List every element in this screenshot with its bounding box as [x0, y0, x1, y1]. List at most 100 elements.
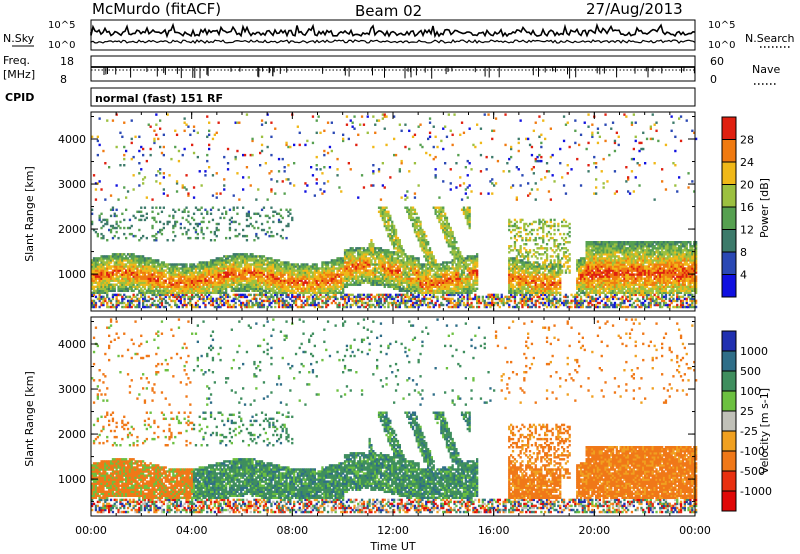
power-cell: [385, 269, 388, 272]
power-cell: [396, 236, 400, 240]
power-cell: [408, 170, 411, 173]
power-cell: [143, 277, 147, 280]
power-cell: [417, 216, 420, 220]
power-cell: [247, 299, 250, 303]
power-cell: [389, 253, 392, 256]
power-cell: [413, 220, 417, 224]
power-cell: [92, 285, 96, 289]
power-cell: [175, 180, 179, 183]
power-cell: [353, 277, 356, 280]
power-cell: [272, 291, 275, 295]
power-cell: [234, 263, 237, 266]
power-cell: [315, 293, 318, 297]
power-cell: [108, 273, 111, 276]
power-cell: [155, 236, 158, 240]
power-cell: [126, 279, 130, 282]
power-cell: [117, 289, 120, 293]
power-cell: [442, 210, 445, 214]
power-cell: [174, 275, 177, 278]
power-cell: [149, 283, 152, 286]
power-cell: [453, 267, 456, 270]
power-cell: [455, 253, 458, 256]
power-cell: [192, 226, 196, 230]
power-cell: [242, 275, 245, 278]
power-cell: [240, 273, 243, 276]
power-cell: [404, 261, 407, 264]
power-cell: [153, 293, 156, 297]
power-cell: [219, 192, 222, 195]
power-cell: [323, 289, 326, 293]
power-cell: [393, 224, 396, 228]
power-cell: [360, 297, 364, 301]
power-cell: [247, 263, 250, 266]
power-cell: [404, 198, 407, 201]
power-cell: [159, 297, 162, 301]
power-cell: [300, 273, 303, 276]
power-cell: [217, 305, 220, 309]
power-cell: [270, 259, 273, 262]
power-cell: [125, 287, 128, 291]
power-cell: [125, 305, 128, 309]
power-cell: [419, 236, 422, 240]
power-cell: [359, 281, 362, 284]
power-cell: [357, 301, 360, 305]
power-cell: [353, 265, 356, 268]
power-cell: [338, 257, 341, 260]
power-cell: [413, 196, 417, 199]
power-cell: [209, 277, 213, 280]
power-cell: [445, 226, 449, 230]
power-cell: [379, 299, 383, 303]
power-cell: [311, 299, 315, 303]
power-cell: [296, 265, 299, 268]
power-cell: [143, 281, 147, 284]
power-cell: [298, 305, 301, 309]
power-cell: [259, 257, 262, 260]
power-cell: [279, 285, 283, 289]
power-cell: [106, 271, 109, 274]
power-cell: [132, 263, 135, 266]
power-cell: [274, 305, 277, 309]
power-cell: [455, 273, 458, 276]
power-cell: [253, 259, 256, 262]
power-cell: [413, 162, 417, 165]
power-cell: [251, 224, 254, 228]
power-cell: [400, 162, 403, 165]
power-cell: [219, 259, 222, 262]
power-cell: [211, 218, 215, 222]
power-cell: [394, 236, 398, 240]
power-cell: [413, 212, 417, 216]
power-cell: [111, 265, 115, 268]
power-cell: [455, 283, 458, 286]
power-cell: [289, 265, 292, 268]
power-cell: [191, 297, 194, 301]
power-cell: [211, 267, 215, 270]
power-cell: [262, 269, 266, 272]
power-cell: [260, 119, 264, 122]
power-cell: [185, 206, 188, 209]
power-cell: [266, 291, 269, 295]
power-cell: [111, 119, 115, 122]
power-cell: [108, 228, 111, 232]
power-cell: [119, 226, 122, 230]
power-cell: [257, 279, 260, 282]
power-cell: [343, 265, 347, 268]
power-cell: [145, 291, 148, 295]
power-cell: [408, 271, 411, 274]
power-cell: [347, 251, 350, 254]
power-cell: [159, 273, 162, 276]
power-cell: [410, 267, 413, 270]
power-cell: [398, 239, 401, 242]
power-cell: [389, 273, 392, 276]
power-cell: [276, 285, 279, 289]
power-cell: [92, 305, 96, 309]
power-cell: [91, 271, 94, 274]
power-cell: [200, 206, 203, 209]
power-cell: [383, 249, 386, 252]
power-cell: [338, 281, 341, 284]
power-cell: [404, 275, 407, 278]
power-cell: [153, 216, 156, 220]
power-cell: [417, 275, 420, 278]
power-cell: [236, 234, 239, 238]
power-cell: [179, 263, 182, 266]
power-cell: [368, 247, 371, 250]
